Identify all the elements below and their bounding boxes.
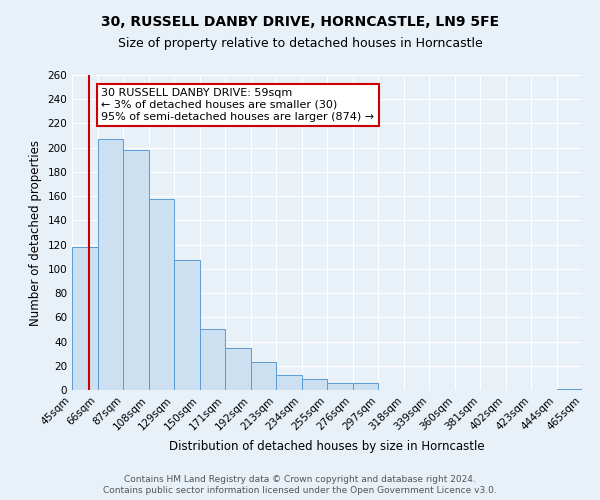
Bar (174, 260, 200, 390)
Bar (200, 330, 225, 390)
Y-axis label: Number of detached properties: Number of detached properties (29, 140, 42, 326)
Bar (123, 150, 149, 390)
Bar (327, 382, 353, 390)
Text: 30, RUSSELL DANBY DRIVE, HORNCASTLE, LN9 5FE: 30, RUSSELL DANBY DRIVE, HORNCASTLE, LN9… (101, 15, 499, 29)
Bar (97, 139, 123, 390)
Bar (251, 362, 276, 390)
Text: Size of property relative to detached houses in Horncastle: Size of property relative to detached ho… (118, 38, 482, 51)
Bar (72, 247, 97, 390)
Bar (276, 376, 302, 390)
Bar (225, 348, 251, 390)
Bar (302, 379, 327, 390)
Bar (353, 382, 378, 390)
Bar (149, 198, 174, 390)
Text: Contains HM Land Registry data © Crown copyright and database right 2024.: Contains HM Land Registry data © Crown c… (124, 475, 476, 484)
Text: 30 RUSSELL DANBY DRIVE: 59sqm
← 3% of detached houses are smaller (30)
95% of se: 30 RUSSELL DANBY DRIVE: 59sqm ← 3% of de… (101, 88, 374, 122)
X-axis label: Distribution of detached houses by size in Horncastle: Distribution of detached houses by size … (169, 440, 485, 453)
Text: Contains public sector information licensed under the Open Government Licence v3: Contains public sector information licen… (103, 486, 497, 495)
Bar (557, 389, 582, 390)
